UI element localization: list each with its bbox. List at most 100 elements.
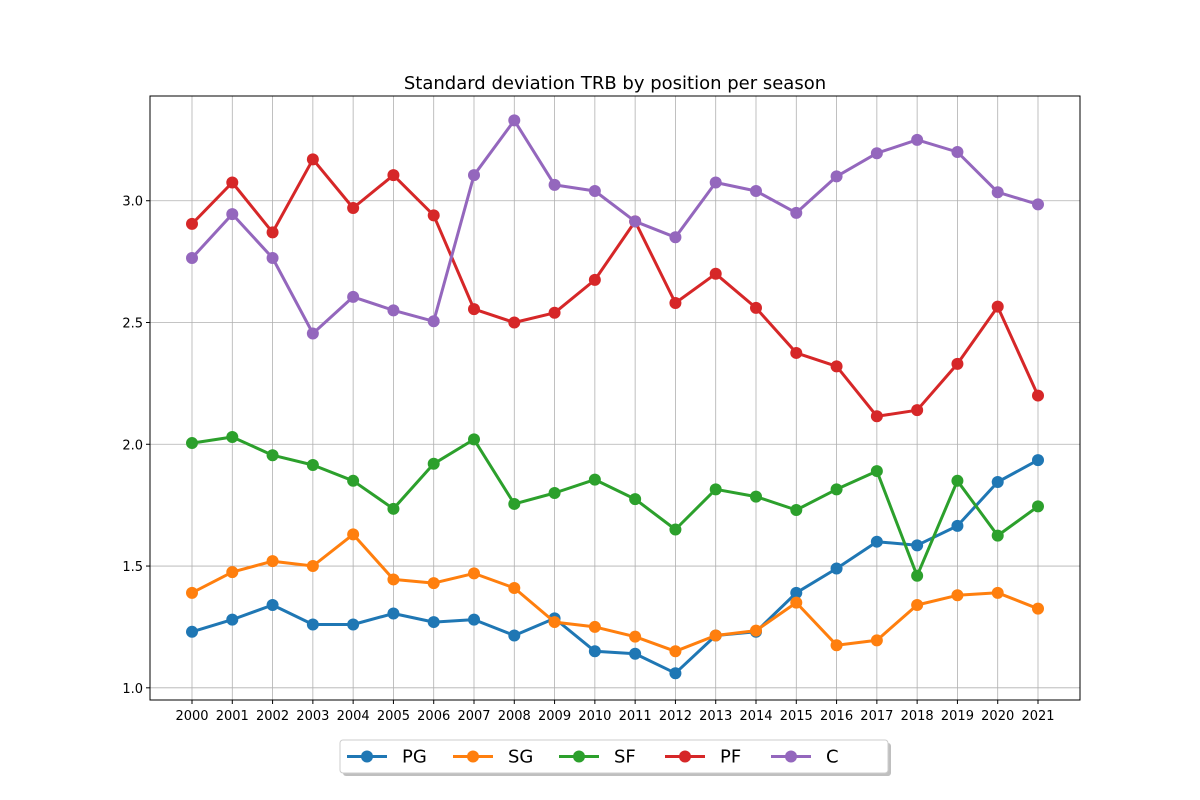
data-point bbox=[991, 586, 1004, 599]
data-point bbox=[266, 251, 279, 264]
data-point bbox=[387, 607, 400, 620]
data-point bbox=[991, 186, 1004, 199]
legend-box bbox=[339, 739, 889, 774]
data-point bbox=[427, 616, 440, 629]
data-point bbox=[427, 315, 440, 328]
data-point bbox=[911, 133, 924, 146]
data-point bbox=[306, 560, 319, 573]
data-point bbox=[588, 620, 601, 633]
data-point bbox=[870, 410, 883, 423]
data-point bbox=[709, 267, 722, 280]
data-point bbox=[790, 596, 803, 609]
legend-marker bbox=[467, 750, 479, 763]
data-point bbox=[226, 613, 239, 626]
data-point bbox=[347, 618, 360, 631]
data-point bbox=[951, 357, 964, 370]
data-point bbox=[468, 169, 480, 182]
y-axis-ticks: 1.0 1.5 2.0 2.5 3.0 bbox=[122, 195, 150, 697]
data-point bbox=[870, 147, 883, 160]
data-point bbox=[911, 404, 924, 417]
data-point bbox=[790, 504, 803, 517]
plot-frame bbox=[149, 95, 1081, 701]
data-point bbox=[347, 290, 360, 303]
data-point bbox=[186, 625, 198, 638]
x-tick-label: 2010 bbox=[578, 709, 611, 724]
y-tick-label: 2.0 bbox=[122, 438, 143, 453]
data-point bbox=[588, 645, 601, 658]
data-point bbox=[508, 497, 521, 510]
x-tick-label: 2019 bbox=[941, 709, 974, 724]
series-layer bbox=[186, 114, 1044, 680]
data-point bbox=[226, 566, 239, 579]
x-tick-label: 2018 bbox=[901, 709, 934, 724]
data-point bbox=[911, 569, 924, 582]
data-point bbox=[911, 599, 924, 612]
x-tick-label: 2006 bbox=[417, 709, 450, 724]
series-sg bbox=[186, 528, 1044, 658]
data-point bbox=[306, 327, 319, 340]
data-point bbox=[427, 209, 440, 222]
data-point bbox=[709, 483, 722, 496]
data-point bbox=[830, 483, 843, 496]
data-point bbox=[266, 449, 279, 462]
data-point bbox=[629, 493, 642, 506]
data-point bbox=[870, 634, 883, 647]
series-line bbox=[191, 532, 1039, 653]
x-tick-label: 2011 bbox=[619, 709, 652, 724]
data-point bbox=[870, 535, 883, 548]
legend-label: PF bbox=[720, 747, 741, 768]
data-point bbox=[468, 613, 480, 626]
data-point bbox=[226, 176, 239, 189]
data-point bbox=[186, 586, 198, 599]
data-point bbox=[508, 581, 521, 594]
data-point bbox=[750, 624, 762, 637]
data-point bbox=[911, 539, 924, 552]
data-point bbox=[669, 231, 682, 244]
data-point bbox=[306, 618, 319, 631]
data-point bbox=[830, 562, 843, 575]
data-point bbox=[427, 577, 440, 590]
data-point bbox=[186, 251, 198, 264]
data-point bbox=[709, 176, 722, 189]
data-point bbox=[830, 170, 843, 183]
series-line bbox=[191, 435, 1039, 578]
legend-label: C bbox=[826, 747, 839, 768]
y-tick-label: 1.5 bbox=[122, 560, 143, 575]
legend-label: SF bbox=[614, 747, 636, 768]
data-point bbox=[629, 647, 642, 660]
legend-item-c: C bbox=[771, 747, 839, 768]
data-point bbox=[750, 301, 762, 314]
data-point bbox=[669, 297, 682, 310]
data-point bbox=[427, 457, 440, 470]
legend-marker bbox=[679, 750, 691, 763]
data-point bbox=[387, 573, 400, 586]
legend-marker bbox=[785, 750, 797, 763]
series-c bbox=[186, 114, 1044, 340]
series-pf bbox=[186, 153, 1044, 423]
data-point bbox=[629, 630, 642, 643]
data-point bbox=[226, 208, 239, 221]
data-point bbox=[347, 474, 360, 487]
data-point bbox=[468, 567, 480, 580]
legend: PG SG SF PF C bbox=[339, 739, 891, 776]
legend-item-pf: PF bbox=[665, 747, 741, 768]
data-point bbox=[790, 346, 803, 359]
data-point bbox=[186, 217, 198, 230]
x-tick-label: 2014 bbox=[739, 709, 772, 724]
x-tick-label: 2007 bbox=[457, 709, 490, 724]
data-point bbox=[468, 303, 480, 316]
x-tick-label: 2001 bbox=[216, 709, 249, 724]
y-tick-label: 2.5 bbox=[122, 317, 143, 332]
y-tick-label: 3.0 bbox=[122, 195, 143, 210]
data-point bbox=[750, 490, 762, 503]
data-point bbox=[750, 184, 762, 197]
x-tick-label: 2000 bbox=[175, 709, 208, 724]
data-point bbox=[991, 529, 1004, 542]
data-point bbox=[1032, 602, 1044, 615]
x-tick-label: 2005 bbox=[377, 709, 410, 724]
data-point bbox=[347, 202, 360, 215]
x-tick-label: 2012 bbox=[659, 709, 692, 724]
data-point bbox=[266, 555, 279, 568]
data-point bbox=[508, 629, 521, 642]
